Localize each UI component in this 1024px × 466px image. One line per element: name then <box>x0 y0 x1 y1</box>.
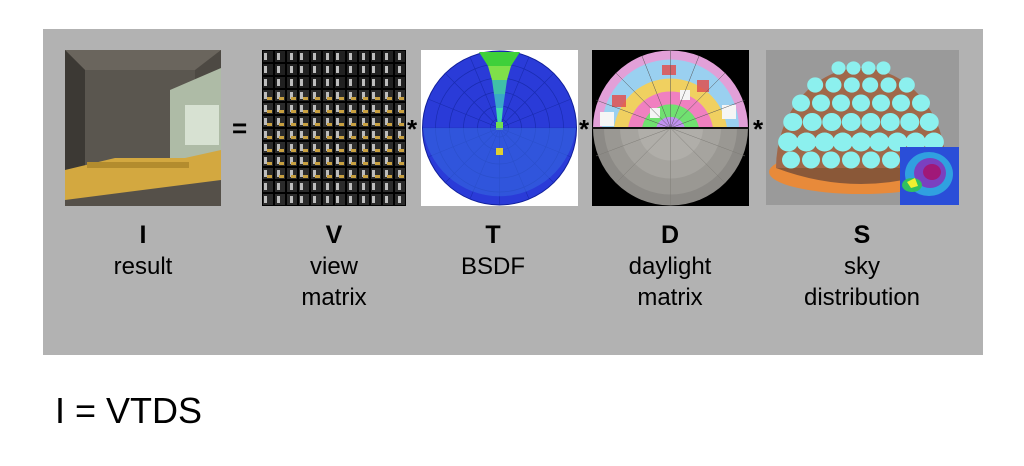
term-symbol: S <box>853 221 871 249</box>
term-label-S: S sky distribution <box>782 219 942 313</box>
term-description: daylight <box>628 253 712 280</box>
term-description-line2: matrix <box>301 284 367 311</box>
term-label-I: I result <box>83 219 203 282</box>
daylight-matrix-image <box>592 50 749 206</box>
result-render-image <box>65 50 221 206</box>
view-matrix-image <box>262 50 406 206</box>
times-operator-3: * <box>753 114 764 144</box>
term-symbol: T <box>485 221 501 249</box>
term-description-line2: distribution <box>803 284 921 311</box>
term-description: sky <box>844 253 880 280</box>
term-description-line2: matrix <box>637 284 703 311</box>
term-description: view <box>309 253 358 280</box>
times-operator-2: * <box>579 114 590 144</box>
times-operator-1: * <box>407 114 418 144</box>
term-label-T: T BSDF <box>433 219 553 282</box>
term-label-V: V view matrix <box>274 219 394 313</box>
term-symbol: V <box>325 221 343 249</box>
term-label-D: D daylight matrix <box>610 219 730 313</box>
sky-distribution-image <box>766 50 959 205</box>
term-symbol: I <box>139 221 147 249</box>
term-symbol: D <box>660 221 680 249</box>
equals-operator: = <box>232 113 248 143</box>
term-description: BSDF <box>460 253 525 280</box>
formula-text: I = VTDS <box>55 390 203 431</box>
bsdf-image <box>421 50 578 206</box>
term-description: result <box>113 253 173 280</box>
